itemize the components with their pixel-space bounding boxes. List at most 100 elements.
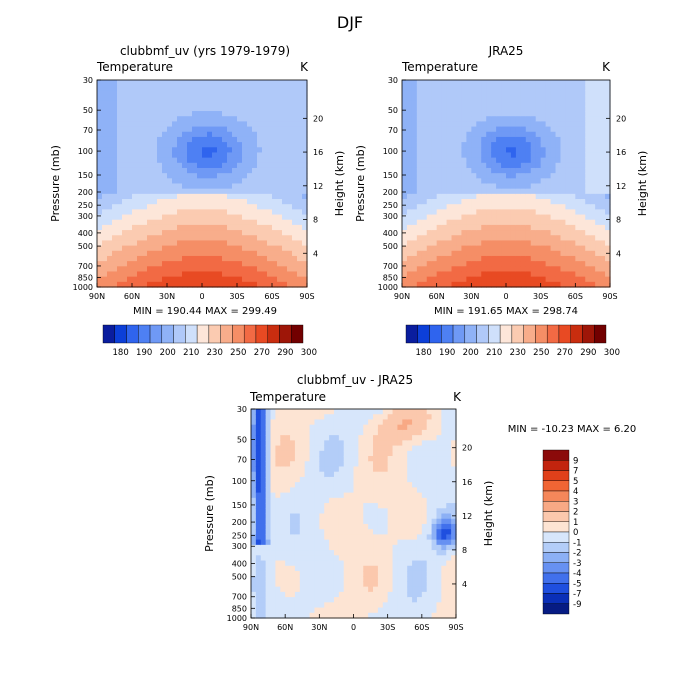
field-cell xyxy=(406,80,413,86)
colorbar-swatch xyxy=(405,324,418,344)
field-cell xyxy=(441,266,448,273)
field-cell xyxy=(314,450,320,457)
field-cell xyxy=(412,414,418,421)
field-cell xyxy=(555,136,562,143)
field-cell xyxy=(232,100,238,107)
field-cell xyxy=(363,450,369,457)
field-cell xyxy=(550,230,557,236)
field-cell xyxy=(217,131,223,138)
field-cell xyxy=(580,100,586,107)
field-cell xyxy=(481,167,487,174)
field-cell xyxy=(555,199,562,205)
field-cell xyxy=(382,597,389,603)
field-cell xyxy=(600,105,606,112)
field-cell xyxy=(397,529,403,535)
field-cell xyxy=(456,250,463,257)
field-cell xyxy=(290,471,296,478)
field-cell xyxy=(282,131,288,138)
field-cell xyxy=(275,409,281,415)
field-cell xyxy=(550,131,557,138)
field-cell xyxy=(501,105,507,112)
field-cell xyxy=(202,188,208,195)
field-cell xyxy=(416,111,423,117)
field-cell xyxy=(302,276,308,283)
field-cell xyxy=(172,188,178,195)
field-cell xyxy=(358,456,364,462)
field-cell xyxy=(530,105,537,112)
field-cell xyxy=(338,586,345,593)
field-cell xyxy=(267,173,273,179)
field-cell xyxy=(600,90,606,97)
field-cell xyxy=(172,276,178,283)
field-cell xyxy=(570,214,576,221)
field-cell xyxy=(237,121,243,128)
field-cell xyxy=(466,209,472,216)
field-cell xyxy=(177,209,183,216)
field-cell xyxy=(570,250,576,257)
field-cell xyxy=(411,121,418,128)
field-cell xyxy=(382,555,389,562)
field-cell xyxy=(112,173,118,179)
field-cell xyxy=(421,178,428,185)
field-cell xyxy=(585,147,591,154)
field-cell xyxy=(501,276,507,283)
field-cell xyxy=(222,261,228,267)
field-cell xyxy=(397,555,403,562)
field-cell xyxy=(137,121,143,128)
field-cell xyxy=(329,456,335,462)
field-cell xyxy=(373,435,379,441)
field-cell xyxy=(107,147,113,154)
field-cell xyxy=(142,80,148,86)
field-cell xyxy=(157,224,163,231)
field-cell xyxy=(304,513,311,520)
field-cell xyxy=(127,90,133,97)
field-cell xyxy=(446,178,453,185)
field-cell xyxy=(294,513,301,520)
field-cell xyxy=(441,204,448,210)
field-cell xyxy=(387,440,394,447)
field-cell xyxy=(570,162,576,169)
field-cell xyxy=(117,116,123,122)
field-cell xyxy=(142,147,148,154)
field-cell xyxy=(570,105,576,112)
field-cell xyxy=(280,550,286,556)
field-cell xyxy=(237,240,243,247)
field-cell xyxy=(406,121,413,128)
field-cell xyxy=(421,271,428,278)
field-cell xyxy=(496,136,502,143)
field-cell xyxy=(162,199,168,205)
field-cell xyxy=(431,131,438,138)
field-cell xyxy=(426,188,433,195)
field-cell xyxy=(600,142,606,148)
field-cell xyxy=(466,281,472,288)
field-cell xyxy=(167,100,173,107)
field-cell xyxy=(314,497,320,504)
field-cell xyxy=(182,162,188,169)
field-cell xyxy=(122,173,128,179)
field-cell xyxy=(540,147,547,154)
field-cell xyxy=(491,142,497,148)
field-cell xyxy=(102,250,108,257)
field-cell xyxy=(555,100,562,107)
field-cell xyxy=(270,570,277,577)
field-cell xyxy=(565,224,571,231)
field-cell xyxy=(506,224,512,231)
field-cell xyxy=(535,219,542,226)
field-cell xyxy=(333,419,340,426)
field-cell xyxy=(535,90,542,97)
field-cell xyxy=(530,255,537,262)
field-cell xyxy=(421,435,428,441)
field-cell xyxy=(251,419,257,426)
field-cell xyxy=(605,142,611,148)
field-cell xyxy=(212,235,218,242)
field-cell xyxy=(260,591,267,598)
field-cell xyxy=(421,534,428,541)
field-cell xyxy=(555,111,562,117)
field-cell xyxy=(575,224,581,231)
field-cell xyxy=(343,440,350,447)
field-cell xyxy=(496,80,502,86)
field-cell xyxy=(242,162,248,169)
field-cell xyxy=(167,193,173,200)
field-cell xyxy=(122,178,128,185)
field-cell xyxy=(421,581,428,588)
